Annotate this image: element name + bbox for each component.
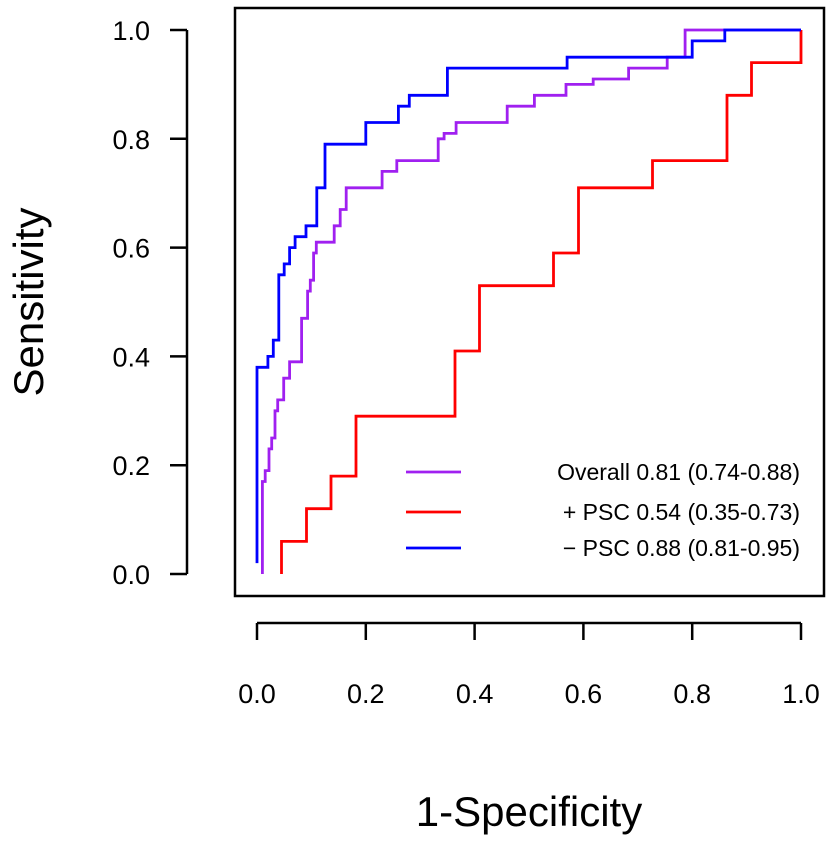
y-tick-label: 0.2 xyxy=(112,451,150,481)
series-line-3 xyxy=(255,28,801,564)
x-tick-label: 0.8 xyxy=(673,679,711,709)
y-tick-label: 0.8 xyxy=(112,125,150,155)
legend-label: Overall 0.81 (0.74-0.88) xyxy=(557,459,800,485)
plot-frame xyxy=(233,6,826,598)
series-lines xyxy=(255,28,803,574)
x-tick-label: 0.6 xyxy=(565,679,603,709)
series-line-2 xyxy=(280,30,803,574)
axes: 0.0 0.2 0.4 0.6 0.8 1.0 0.0 0.2 0.4 0.6 0.8 1.0 xyxy=(112,16,819,709)
x-tick-label: 1.0 xyxy=(782,679,820,709)
x-tick-label: 0.2 xyxy=(347,679,385,709)
y-tick-label: 0.4 xyxy=(112,342,150,372)
legend: Overall 0.81 (0.74-0.88) + PSC 0.54 (0.35… xyxy=(406,459,800,561)
x-axis-title: 1-Specificity xyxy=(416,788,642,835)
legend-label: + PSC 0.54 (0.35-0.73) xyxy=(563,499,800,525)
legend-label: − PSC 0.88 (0.81-0.95) xyxy=(563,535,800,561)
y-tick-label: 1.0 xyxy=(112,16,150,46)
y-tick-label: 0.0 xyxy=(112,560,150,590)
x-tick-label: 0.4 xyxy=(456,679,494,709)
series-line-1 xyxy=(261,28,801,574)
y-axis-title: Sensitivity xyxy=(5,207,52,396)
x-tick-label: 0.0 xyxy=(238,679,276,709)
y-tick-label: 0.6 xyxy=(112,234,150,264)
